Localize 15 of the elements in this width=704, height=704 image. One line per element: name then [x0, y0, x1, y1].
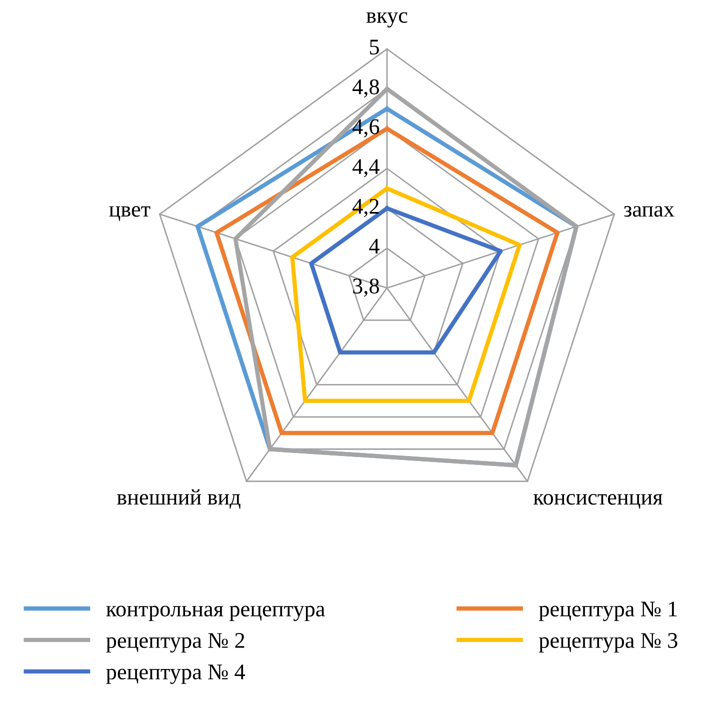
y-tick-label: 5 — [370, 40, 379, 55]
legend-label: рецептура № 1 — [538, 602, 677, 622]
y-tick-label: 3,8 — [353, 278, 379, 297]
spoke-label: запах — [624, 206, 674, 217]
y-tick-label: 4 — [369, 238, 380, 254]
spoke-label: цвет — [109, 206, 150, 221]
spoke-label: консистенция — [534, 494, 662, 509]
spoke-label: внешний вид — [117, 489, 240, 509]
legend-label: контрольная рецептура — [106, 606, 325, 622]
y-tick-label: 4,4 — [352, 159, 380, 178]
legend-label: рецептура № 4 — [106, 664, 246, 684]
legend-label: рецептура № 3 — [538, 633, 678, 653]
y-tick-label: 4,8 — [352, 79, 379, 98]
spoke-label: вкус — [366, 12, 408, 28]
legend-label: рецептура № 2 — [106, 633, 244, 653]
